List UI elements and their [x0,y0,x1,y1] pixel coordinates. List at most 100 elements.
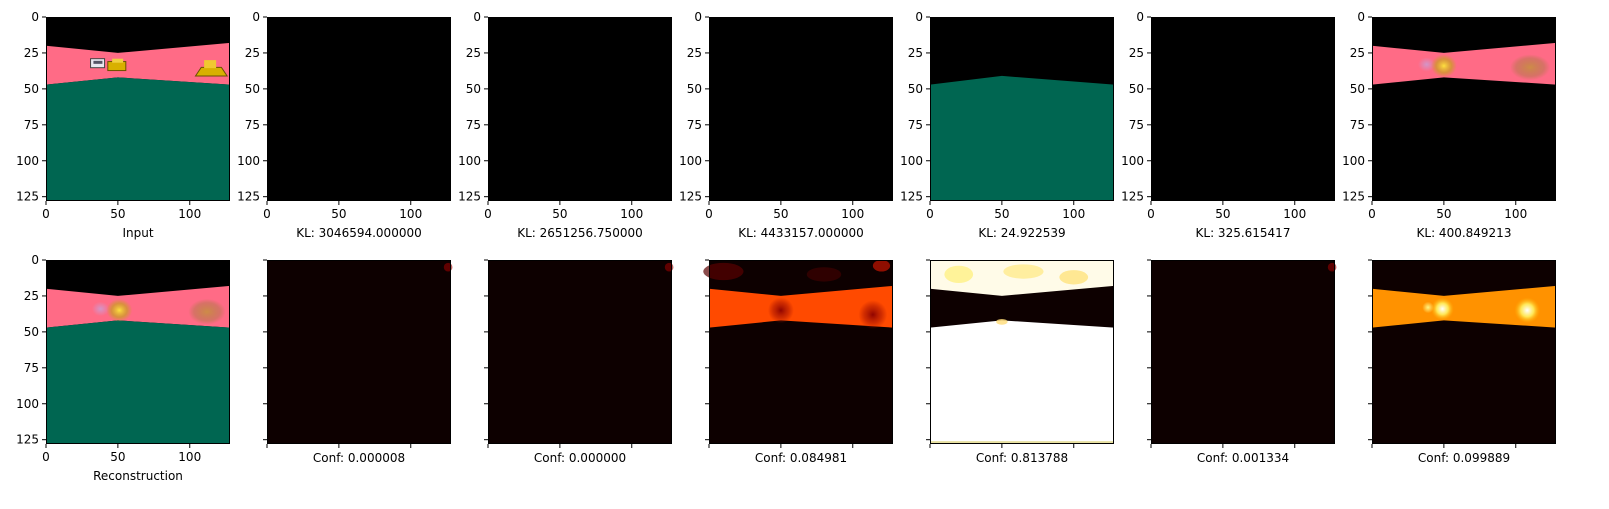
x-tick-label: 50 [1436,207,1451,221]
y-tick-label: 125 [1342,190,1365,204]
heat-blob [1422,301,1434,314]
image-background [1151,17,1335,201]
x-tick-label: 100 [1504,207,1527,221]
road-region [46,42,230,85]
y-tick-label: 0 [1136,10,1144,24]
panel-r0-c0: 0 50 100 0 25 50 75 100 125 Input [16,10,230,240]
panel-r0-c1: 0 50 100 0 25 50 75 100 125 KL: 3046594.000000 [237,10,451,240]
panel-label: Conf: 0.000000 [534,451,626,465]
axes-frame [709,260,893,444]
image-background [1372,17,1556,201]
y-tick-label: 125 [900,190,923,204]
image-background [709,260,893,444]
x-tick-label: 50 [994,207,1009,221]
heat-blob [1003,264,1044,279]
y-tick-label: 75 [1350,118,1365,132]
heat-blob [664,262,674,272]
axes-frame [709,17,893,201]
axes-frame [46,260,230,444]
image-background [709,17,893,201]
x-tick-label: 100 [178,207,201,221]
y-tick-label: 125 [16,190,39,204]
image-background [267,17,451,201]
panel-label: Conf: 0.001334 [1197,451,1289,465]
y-tick-label: 0 [31,10,39,24]
panel-label: KL: 2651256.750000 [517,226,642,240]
axes-frame [488,17,672,201]
axes-frame [1372,17,1556,201]
x-tick-label: 100 [1062,207,1085,221]
heat-ground-region [930,320,1114,444]
y-tick-label: 75 [908,118,923,132]
y-tick-label: 50 [24,82,39,96]
x-tick-label: 50 [331,207,346,221]
heat-blob [1514,297,1541,324]
vehicle-white-icon [90,58,106,69]
y-tick-label: 75 [687,118,702,132]
y-tick-label: 25 [24,289,39,303]
panel-label: KL: 4433157.000000 [738,226,863,240]
image-background [1372,260,1556,444]
x-tick-label: 50 [552,207,567,221]
y-tick-label: 0 [473,10,481,24]
panel-r1-c1: Conf: 0.000008 [263,259,453,465]
y-tick-label: 0 [1357,10,1365,24]
y-tick-label: 25 [687,46,702,60]
x-tick-label: 0 [1147,207,1155,221]
image-background [267,260,451,444]
panel-label: Conf: 0.084981 [755,451,847,465]
y-tick-label: 50 [1129,82,1144,96]
panel-r1-c2: Conf: 0.000000 [484,259,674,465]
x-tick-label: 50 [773,207,788,221]
panel-label: KL: 325.615417 [1196,226,1291,240]
y-tick-label: 100 [237,154,260,168]
heat-blob [767,297,794,324]
panel-label: Conf: 0.813788 [976,451,1068,465]
panel-label: KL: 24.922539 [978,226,1065,240]
image-background [1151,260,1335,444]
blur-blob [1418,57,1436,72]
heat-blob [872,260,891,272]
y-tick-label: 100 [1121,154,1144,168]
heat-blob [806,267,842,282]
panel-label: KL: 400.849213 [1417,226,1512,240]
heat-blob [944,265,974,283]
y-tick-label: 50 [687,82,702,96]
y-tick-label: 75 [466,118,481,132]
y-tick-label: 100 [1342,154,1365,168]
vehicle-yellow-icon [194,60,229,77]
y-tick-label: 100 [16,397,39,411]
axes-frame [488,260,672,444]
panel-r0-c2: 0 50 100 0 25 50 75 100 125 KL: 2651256.750000 [458,10,672,240]
panel-r1-c3: Conf: 0.084981 [703,259,893,465]
x-tick-label: 0 [263,207,271,221]
panel-label: Input [122,226,153,240]
axes-frame [930,17,1114,201]
heat-edge [930,441,1114,444]
axes-frame [267,17,451,201]
x-tick-label: 100 [178,450,201,464]
panel-label: KL: 3046594.000000 [296,226,421,240]
ground-region [46,320,230,444]
axes-frame [1151,260,1335,444]
panel-r0-c4: 0 50 100 0 25 50 75 100 125 KL: 24.922539 [900,10,1114,240]
image-background [488,17,672,201]
x-tick-label: 100 [620,207,643,221]
x-tick-label: 50 [110,207,125,221]
y-tick-label: 25 [1350,46,1365,60]
x-tick-label: 50 [110,450,125,464]
y-tick-label: 0 [31,253,39,267]
panel-r0-c6: 0 50 100 0 25 50 75 100 125 KL: 400.849213 [1342,10,1556,240]
x-tick-label: 50 [1215,207,1230,221]
axes-frame [1151,17,1335,201]
y-tick-label: 25 [245,46,260,60]
blur-blob [106,298,133,322]
blur-blob [1435,78,1453,88]
y-tick-label: 125 [237,190,260,204]
road-region [46,285,230,328]
y-tick-label: 25 [24,46,39,60]
heat-road-region [709,285,893,328]
panel-r1-c6: Conf: 0.099889 [1368,259,1556,465]
y-tick-label: 25 [466,46,481,60]
x-tick-label: 100 [841,207,864,221]
